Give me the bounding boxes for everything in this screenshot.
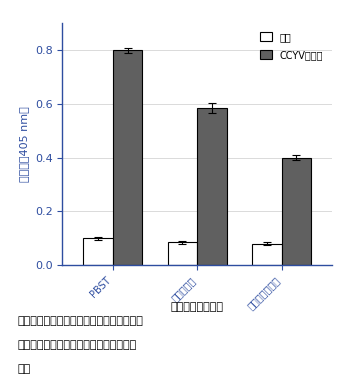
Text: 感度の比較。エラーバーは標準偏差を示: 感度の比較。エラーバーは標準偏差を示	[17, 340, 137, 350]
Bar	[168, 242, 197, 265]
Bar	[83, 238, 113, 265]
Text: す。: す。	[17, 364, 30, 374]
Bar	[113, 50, 143, 265]
Bar	[197, 108, 227, 265]
Text: 図４．磨砕用バッファーの違いによる検出: 図４．磨砕用バッファーの違いによる検出	[17, 316, 143, 326]
Bar	[252, 244, 282, 265]
Text: 磨砕用バッファー: 磨砕用バッファー	[171, 302, 224, 312]
Bar	[282, 158, 311, 265]
Legend: 健全, CCYV感染葉: 健全, CCYV感染葉	[257, 28, 327, 64]
Y-axis label: 吸光度（405 nm）: 吸光度（405 nm）	[19, 106, 29, 182]
